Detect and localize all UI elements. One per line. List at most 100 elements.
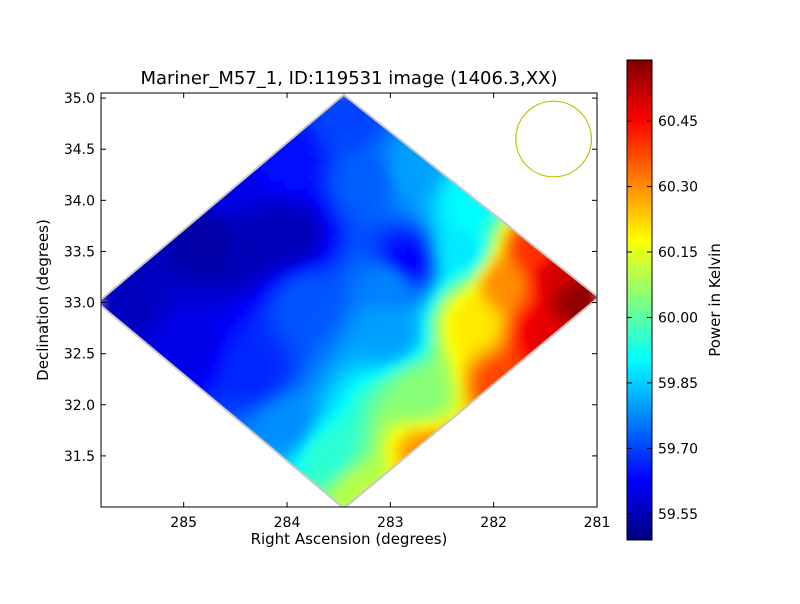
field-cell (421, 197, 430, 206)
field-cell (437, 453, 446, 462)
field-cell (229, 269, 238, 278)
field-cell (509, 397, 518, 406)
field-cell (573, 213, 582, 222)
field-cell (381, 445, 390, 454)
field-cell (421, 277, 430, 286)
field-cell (445, 413, 454, 422)
field-cell (429, 229, 438, 238)
field-cell (253, 413, 262, 422)
field-cell (373, 269, 382, 278)
field-cell (325, 325, 334, 334)
field-cell (485, 405, 494, 414)
field-cell (509, 429, 518, 438)
field-cell (213, 229, 222, 238)
field-cell (341, 341, 350, 350)
x-tick-label: 282 (480, 515, 507, 531)
field-cell (173, 325, 182, 334)
field-cell (509, 389, 518, 398)
field-cell (581, 173, 590, 182)
field-cell (293, 397, 302, 406)
field-cell (333, 445, 342, 454)
field-cell (253, 141, 262, 150)
field-cell (525, 285, 534, 294)
field-cell (229, 445, 238, 454)
field-cell (461, 133, 470, 142)
field-cell (389, 421, 398, 430)
field-cell (429, 365, 438, 374)
field-cell (333, 325, 342, 334)
field-cell (117, 405, 126, 414)
field-cell (293, 437, 302, 446)
field-cell (221, 253, 230, 262)
field-cell (485, 101, 494, 110)
field-cell (109, 173, 118, 182)
field-cell (189, 141, 198, 150)
field-cell (317, 437, 326, 446)
field-cell (261, 141, 270, 150)
field-cell (501, 237, 510, 246)
field-cell (309, 437, 318, 446)
field-cell (157, 485, 166, 494)
field-cell (413, 181, 422, 190)
field-cell (269, 317, 278, 326)
field-cell (573, 189, 582, 198)
field-cell (413, 293, 422, 302)
field-cell (325, 109, 334, 118)
field-cell (429, 301, 438, 310)
y-tick-label: 34.0 (64, 193, 95, 209)
field-cell (325, 261, 334, 270)
field-cell (261, 349, 270, 358)
field-cell (453, 429, 462, 438)
field-cell (101, 149, 110, 158)
field-cell (453, 397, 462, 406)
field-cell (589, 189, 597, 198)
field-cell (437, 357, 446, 366)
field-cell (469, 229, 478, 238)
field-cell (565, 109, 574, 118)
field-cell (285, 245, 294, 254)
field-cell (277, 229, 286, 238)
field-cell (533, 445, 542, 454)
field-cell (445, 365, 454, 374)
field-cell (173, 221, 182, 230)
field-cell (221, 173, 230, 182)
field-cell (533, 421, 542, 430)
field-cell (349, 109, 358, 118)
field-cell (341, 453, 350, 462)
field-cell (485, 333, 494, 342)
field-cell (549, 501, 558, 507)
field-cell (253, 485, 262, 494)
field-cell (301, 485, 310, 494)
field-cell (261, 269, 270, 278)
field-cell (117, 493, 126, 502)
field-cell (557, 117, 566, 126)
field-cell (245, 485, 254, 494)
field-cell (533, 357, 542, 366)
field-cell (101, 109, 110, 118)
field-cell (301, 293, 310, 302)
field-cell (429, 381, 438, 390)
field-cell (277, 157, 286, 166)
field-cell (589, 461, 597, 470)
field-cell (445, 245, 454, 254)
field-cell (221, 237, 230, 246)
field-cell (549, 109, 558, 118)
field-cell (517, 373, 526, 382)
field-cell (141, 269, 150, 278)
field-cell (485, 309, 494, 318)
field-cell (181, 389, 190, 398)
field-cell (445, 437, 454, 446)
field-cell (541, 381, 550, 390)
field-cell (277, 96, 286, 102)
field-cell (349, 277, 358, 286)
field-cell (405, 173, 414, 182)
field-cell (309, 165, 318, 174)
field-cell (525, 501, 534, 507)
field-cell (405, 245, 414, 254)
field-cell (149, 477, 158, 486)
field-cell (261, 333, 270, 342)
field-cell (397, 413, 406, 422)
field-cell (117, 109, 126, 118)
field-cell (205, 421, 214, 430)
field-cell (429, 269, 438, 278)
